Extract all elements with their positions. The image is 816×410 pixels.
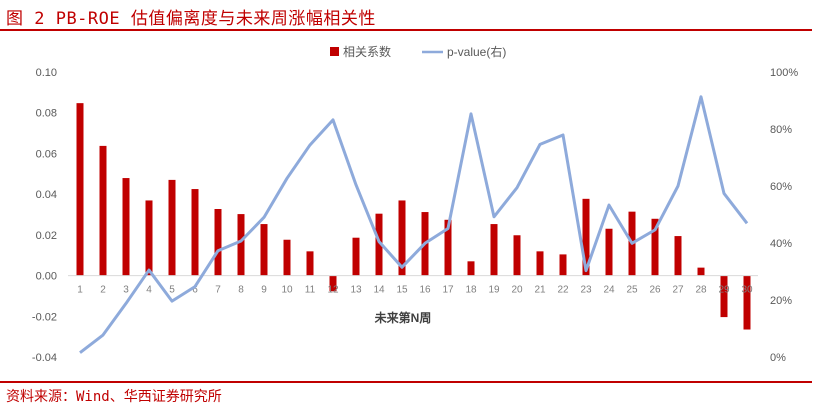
- x-tick-label: 27: [672, 285, 684, 296]
- bar-14: [375, 213, 383, 276]
- p-value-line: [79, 95, 749, 354]
- x-tick-label: 17: [442, 285, 454, 296]
- bar-10: [283, 239, 291, 276]
- bar-3: [122, 178, 130, 276]
- bar-1: [76, 103, 84, 276]
- x-tick-label: 10: [281, 285, 293, 296]
- bar-12: [329, 275, 337, 292]
- y2-tick-label: 80%: [770, 124, 792, 136]
- bar-21: [536, 251, 544, 276]
- x-tick-label: 20: [511, 285, 523, 296]
- bar-29: [720, 275, 728, 318]
- bar-23: [582, 198, 590, 276]
- y-tick-label: 0.06: [36, 148, 57, 160]
- bar-9: [260, 224, 268, 276]
- x-tick-label: 21: [534, 285, 546, 296]
- x-tick-label: 30: [741, 285, 753, 296]
- y-tick-label: 0.08: [36, 108, 57, 120]
- title-divider: [0, 29, 812, 31]
- x-tick-label: 22: [557, 285, 569, 296]
- bar-2: [99, 145, 107, 276]
- x-tick-label: 2: [100, 285, 106, 296]
- source-divider: [0, 381, 812, 383]
- x-tick-label: 5: [169, 285, 175, 296]
- y2-tick-label: 0%: [770, 352, 786, 364]
- x-tick-label: 25: [626, 285, 638, 296]
- x-tick-label: 6: [192, 285, 198, 296]
- x-tick-label: 16: [419, 285, 431, 296]
- x-tick-label: 9: [261, 285, 267, 296]
- bar-18: [467, 261, 475, 276]
- x-tick-label: 14: [373, 285, 385, 296]
- x-tick-label: 23: [580, 285, 592, 296]
- x-tick-label: 28: [695, 285, 707, 296]
- y2-tick-label: 100%: [770, 67, 798, 79]
- y-tick-label: 0.10: [36, 67, 57, 79]
- y2-tick-label: 60%: [770, 181, 792, 193]
- chart: 相关系数 p-value(右) 0.10 0.08 0.06 0.04 0.02 0.00…: [32, 44, 798, 364]
- x-tick-label: 12: [327, 285, 339, 296]
- bar-28: [697, 267, 705, 276]
- x-tick-label: 19: [488, 285, 500, 296]
- bar-6: [191, 189, 199, 276]
- y-tick-label: -0.04: [32, 352, 57, 364]
- legend-label-bar: 相关系数: [343, 44, 391, 59]
- bar-4: [145, 200, 153, 276]
- source-note: 资料来源：Wind、华西证券研究所: [6, 389, 222, 405]
- legend: 相关系数 p-value(右): [330, 44, 506, 59]
- x-tick-label: 8: [238, 285, 244, 296]
- x-tick-label: 4: [146, 285, 152, 296]
- bar-17: [444, 219, 452, 276]
- y2-tick-label: 20%: [770, 295, 792, 307]
- x-tick-label: 11: [305, 285, 316, 296]
- bar-30: [743, 275, 751, 330]
- x-tick-label: 24: [603, 285, 615, 296]
- x-tick-label: 1: [77, 285, 83, 296]
- y2-tick-label: 40%: [770, 238, 792, 250]
- bar-20: [513, 235, 521, 276]
- y-tick-label: -0.02: [32, 311, 57, 323]
- x-tick-label: 3: [123, 285, 129, 296]
- bar-7: [214, 209, 222, 276]
- x-tick-label: 13: [350, 285, 362, 296]
- bar-19: [490, 224, 498, 276]
- x-tick-label: 7: [215, 285, 221, 296]
- bar-11: [306, 251, 314, 276]
- bar-8: [237, 214, 245, 276]
- bar-15: [398, 200, 406, 276]
- bar-13: [352, 237, 360, 276]
- bar-26: [651, 218, 659, 276]
- x-tick-label: 29: [718, 285, 730, 296]
- legend-label-line: p-value(右): [447, 44, 506, 59]
- bar-27: [674, 236, 682, 276]
- x-tick-label: 26: [649, 285, 661, 296]
- x-tick-label: 18: [465, 285, 477, 296]
- x-tick-label: 15: [396, 285, 408, 296]
- figure-title: 图 2 PB-ROE 估值偏离度与未来周涨幅相关性: [6, 9, 376, 29]
- legend-swatch-bar: [330, 47, 339, 56]
- bar-24: [605, 228, 613, 276]
- bar-22: [559, 254, 567, 276]
- y-tick-label: 0.04: [36, 189, 57, 201]
- y-tick-label: 0.02: [36, 230, 57, 242]
- bar-5: [168, 179, 176, 276]
- y-tick-label: 0.00: [36, 271, 57, 283]
- x-axis-label: 未来第N周: [374, 310, 432, 325]
